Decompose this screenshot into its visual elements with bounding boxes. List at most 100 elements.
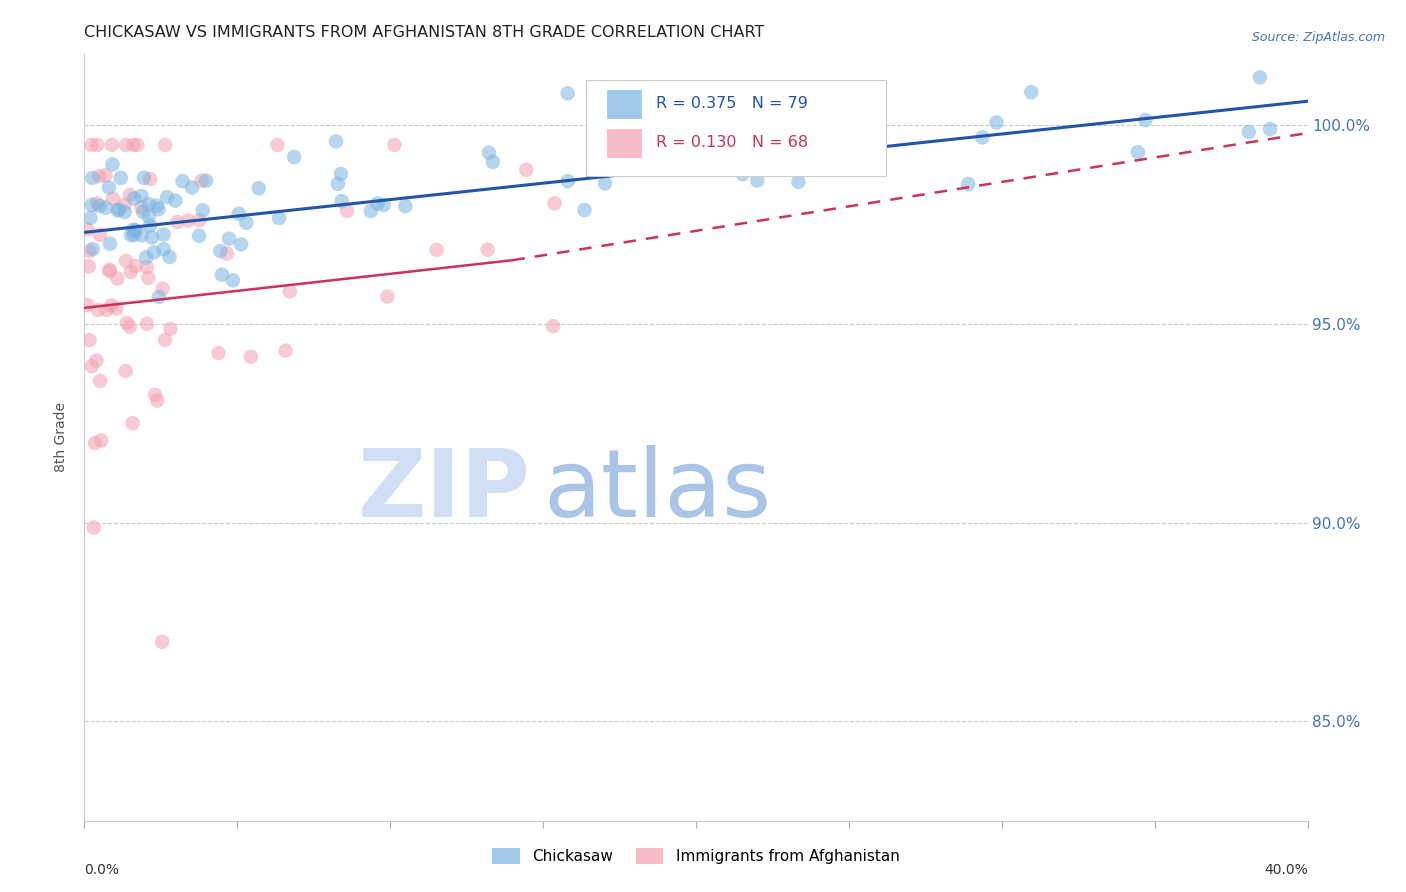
Point <box>156 190 179 204</box>
Text: R = 0.375   N = 79: R = 0.375 N = 79 <box>655 96 807 112</box>
Point <box>152 282 174 296</box>
Point <box>82 170 104 185</box>
FancyBboxPatch shape <box>586 80 886 177</box>
Point <box>83 521 105 535</box>
Point <box>325 134 347 148</box>
Bar <box>606 129 641 156</box>
Point <box>94 168 117 182</box>
Point <box>112 198 135 212</box>
Point <box>278 285 301 299</box>
Point <box>110 170 132 185</box>
Point <box>1249 70 1271 85</box>
Point <box>593 177 616 191</box>
Text: 0.0%: 0.0% <box>84 863 120 877</box>
Point <box>136 260 159 275</box>
Point <box>98 236 121 251</box>
Point <box>425 243 447 257</box>
Point <box>477 243 499 257</box>
Point <box>152 242 174 256</box>
Point <box>80 198 103 212</box>
Point <box>543 196 565 211</box>
Point <box>1135 113 1157 128</box>
Point <box>207 346 229 360</box>
Point <box>373 198 395 212</box>
Point <box>139 172 162 186</box>
Point <box>115 316 138 330</box>
Point <box>131 228 153 243</box>
Point <box>190 174 212 188</box>
Point <box>274 343 297 358</box>
Point <box>122 223 145 237</box>
Point <box>367 196 389 211</box>
Text: Source: ZipAtlas.com: Source: ZipAtlas.com <box>1251 31 1385 45</box>
Point <box>142 245 165 260</box>
Text: atlas: atlas <box>543 445 772 537</box>
Point <box>330 194 353 209</box>
Point <box>80 137 103 152</box>
Point <box>1258 122 1281 136</box>
Point <box>131 189 153 203</box>
Point <box>228 207 250 221</box>
Point <box>100 298 122 312</box>
Point <box>159 250 181 264</box>
Point <box>721 102 744 116</box>
Point <box>84 436 107 450</box>
Point <box>141 230 163 244</box>
Point <box>94 201 117 215</box>
Point <box>478 145 501 160</box>
Point <box>76 222 98 236</box>
Point <box>101 157 124 171</box>
Legend: Chickasaw, Immigrants from Afghanistan: Chickasaw, Immigrants from Afghanistan <box>486 842 905 871</box>
Bar <box>606 90 641 118</box>
Point <box>127 137 149 152</box>
Point <box>101 137 124 152</box>
Point <box>89 374 111 388</box>
Point <box>218 232 240 246</box>
Point <box>384 137 406 152</box>
Point <box>330 167 353 181</box>
Text: ZIP: ZIP <box>359 445 531 537</box>
Point <box>89 227 111 242</box>
Point <box>957 177 980 191</box>
Point <box>336 203 359 218</box>
Point <box>125 223 148 237</box>
Text: R = 0.130   N = 68: R = 0.130 N = 68 <box>655 136 807 150</box>
Point <box>90 434 112 448</box>
Point <box>239 350 262 364</box>
Point <box>87 303 110 318</box>
Point <box>1237 125 1260 139</box>
Point <box>195 174 218 188</box>
Point <box>145 199 167 213</box>
Point <box>79 244 101 258</box>
Point <box>557 174 579 188</box>
Point <box>114 364 136 378</box>
Point <box>972 130 994 145</box>
Point <box>139 219 162 233</box>
Point <box>79 333 101 347</box>
Point <box>114 205 136 219</box>
Point <box>86 353 108 368</box>
Point <box>153 137 176 152</box>
Point <box>211 268 233 282</box>
Point <box>541 319 564 334</box>
Point <box>148 290 170 304</box>
Point <box>135 251 157 265</box>
Point <box>101 192 124 206</box>
Point <box>138 197 160 211</box>
Point <box>326 177 349 191</box>
Point <box>1126 145 1149 160</box>
Point <box>107 203 129 218</box>
Point <box>360 204 382 219</box>
Point <box>150 634 173 648</box>
Point <box>115 137 138 152</box>
Point <box>215 246 238 260</box>
Point <box>77 260 100 274</box>
Point <box>152 227 174 242</box>
Point <box>98 264 121 278</box>
Point <box>97 180 120 194</box>
Point <box>136 317 159 331</box>
Point <box>143 388 166 402</box>
Point <box>122 137 145 152</box>
Point <box>122 228 145 243</box>
Point <box>118 187 141 202</box>
